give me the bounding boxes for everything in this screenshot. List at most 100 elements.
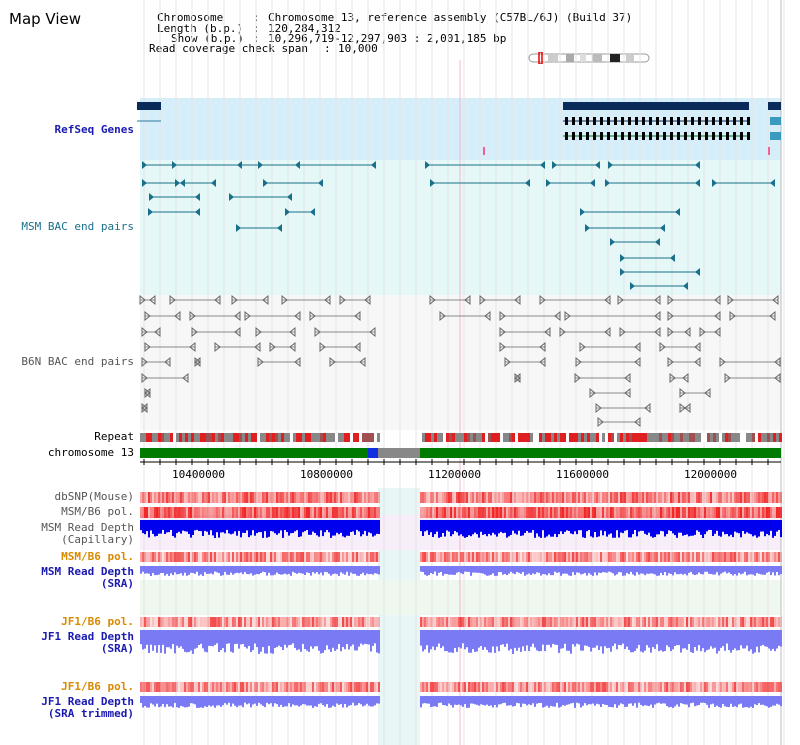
read-depth-bar	[752, 696, 754, 708]
repeat-mark	[152, 433, 155, 442]
snp-heat-mark	[368, 682, 370, 692]
track-label-msm-depth-sra[interactable]: MSM Read Depth	[41, 565, 134, 578]
snp-heat-mark	[660, 492, 662, 503]
snp-heat-mark	[524, 492, 526, 503]
snp-heat-mark	[706, 552, 708, 562]
snp-heat-mark	[224, 507, 226, 518]
track-label-jf1-b6-pol[interactable]: JF1/B6 pol.	[61, 615, 134, 628]
read-depth-bar	[276, 696, 278, 705]
snp-heat-mark	[330, 507, 332, 518]
track-label-refseq-genes[interactable]: RefSeq Genes	[54, 123, 134, 136]
track-label-jf1-depth[interactable]: JF1 Read Depth	[41, 630, 134, 643]
snp-heat-mark	[188, 507, 190, 518]
read-depth-bar	[452, 566, 454, 575]
snp-heat-mark	[218, 682, 220, 692]
repeat-mark	[746, 433, 749, 442]
track-label-repeat[interactable]: Repeat	[94, 430, 134, 443]
read-depth-bar	[690, 566, 692, 572]
snp-heat-mark	[276, 492, 278, 503]
snp-heat-mark	[774, 507, 776, 518]
snp-heat-mark	[556, 552, 558, 562]
snp-heat-mark	[538, 492, 540, 503]
read-depth-bar	[304, 520, 306, 532]
snp-heat-mark	[228, 617, 230, 627]
repeat-mark	[356, 433, 359, 442]
snp-heat-mark	[460, 617, 462, 627]
snp-heat-mark	[504, 552, 506, 562]
read-depth-bar	[554, 696, 556, 707]
read-depth-bar	[488, 630, 490, 653]
snp-heat-mark	[196, 617, 198, 627]
snp-heat-mark	[452, 507, 454, 518]
snp-heat-mark	[478, 507, 480, 518]
snp-heat-mark	[696, 682, 698, 692]
snp-heat-mark	[294, 682, 296, 692]
snp-heat-mark	[432, 507, 434, 518]
bac-end-marker	[234, 310, 241, 322]
snp-heat-mark	[720, 617, 722, 627]
snp-heat-mark	[234, 492, 236, 503]
read-depth-bar	[716, 520, 718, 531]
read-depth-bar	[326, 696, 328, 705]
snp-heat-mark	[672, 552, 674, 562]
read-depth-bar	[446, 566, 448, 574]
track-label-jf1-b6-pol-trim[interactable]: JF1/B6 pol.	[61, 680, 134, 693]
snp-heat-mark	[236, 552, 238, 562]
snp-heat-mark	[244, 552, 246, 562]
chromosome-band	[140, 448, 781, 458]
read-depth-bar	[170, 696, 172, 707]
gene-block	[768, 102, 781, 110]
snp-heat-mark	[530, 552, 532, 562]
read-depth-bar	[240, 520, 242, 538]
snp-heat-mark	[640, 682, 642, 692]
read-depth-bar	[484, 696, 486, 706]
snp-heat-mark	[522, 552, 524, 562]
read-depth-bar	[346, 696, 348, 708]
read-depth-bar	[142, 566, 144, 572]
snp-heat-mark	[168, 492, 170, 503]
snp-heat-mark	[460, 507, 462, 518]
read-depth-bar	[614, 520, 616, 538]
snp-heat-mark	[156, 492, 158, 503]
snp-heat-mark	[322, 682, 324, 692]
track-label-msm-bac[interactable]: MSM BAC end pairs	[21, 220, 134, 233]
snp-heat-mark	[500, 552, 502, 562]
snp-heat-mark	[450, 492, 452, 503]
track-label-msm-b6-pol-sra[interactable]: MSM/B6 pol.	[61, 550, 134, 563]
snp-heat-mark	[672, 682, 674, 692]
track-label-b6n-bac[interactable]: B6N BAC end pairs	[21, 355, 134, 368]
read-depth-bar	[288, 696, 290, 704]
snp-heat-mark	[350, 492, 352, 503]
read-depth-bar	[660, 630, 662, 651]
snp-heat-mark	[526, 507, 528, 518]
read-depth-bar	[564, 520, 566, 532]
track-label-msm-depth-capillary[interactable]: MSM Read Depth	[41, 521, 134, 534]
read-depth-bar	[204, 630, 206, 652]
chromosome-ideogram[interactable]	[528, 52, 652, 64]
snp-heat-mark	[184, 617, 186, 627]
read-depth-bar	[620, 630, 622, 646]
snp-heat-mark	[622, 552, 624, 562]
track-label-jf1-depth-trim[interactable]: JF1 Read Depth	[41, 695, 134, 708]
snp-heat-mark	[776, 552, 778, 562]
read-depth-bar	[670, 520, 672, 531]
snp-heat-mark	[780, 552, 782, 562]
snp-heat-mark	[302, 492, 304, 503]
read-depth-bar	[660, 566, 662, 573]
track-label-dbsnp[interactable]: dbSNP(Mouse)	[54, 490, 134, 503]
read-depth-bar	[436, 566, 438, 576]
snp-heat-mark	[320, 507, 322, 518]
track-label-chromosome[interactable]: chromosome 13	[47, 446, 134, 459]
snp-heat-mark	[662, 507, 664, 518]
snp-heat-mark	[558, 617, 560, 627]
snp-heat-mark	[500, 492, 502, 503]
snp-heat-mark	[616, 682, 618, 692]
read-depth-bar	[672, 566, 674, 576]
snp-heat-mark	[738, 492, 740, 503]
read-depth-bar	[700, 630, 702, 652]
read-depth-bar	[292, 630, 294, 644]
track-label-msm-b6-pol[interactable]: MSM/B6 pol.	[61, 505, 134, 518]
read-depth-bar	[150, 566, 152, 576]
snp-heat-mark	[192, 552, 194, 562]
